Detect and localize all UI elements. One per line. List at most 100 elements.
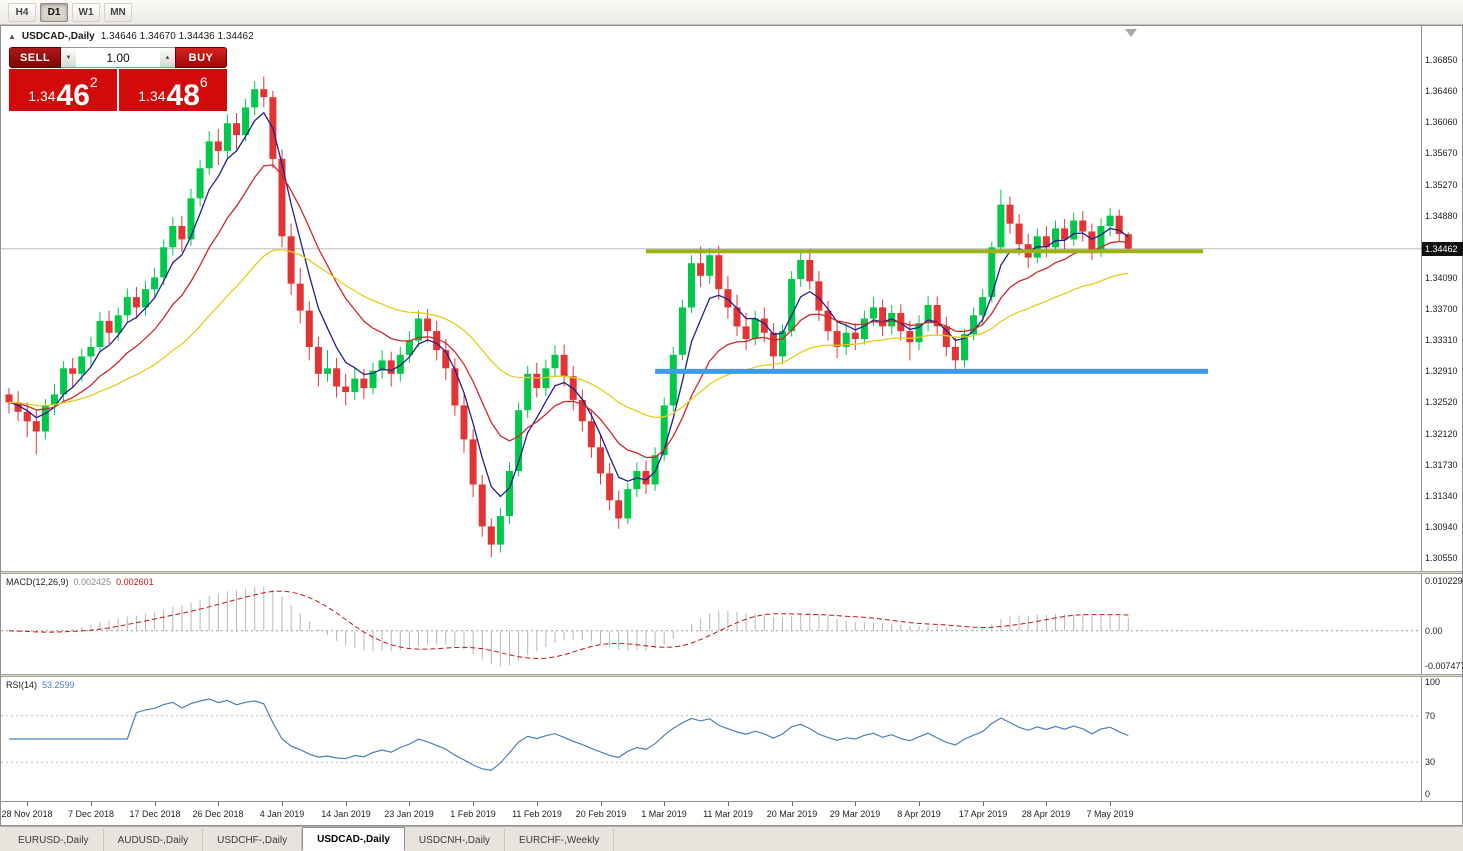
price-axis-label: 1.36850 [1425,55,1458,65]
rsi-panel: RSI(14) 53.2599 [1,677,1421,801]
date-tick [728,802,729,806]
macd-name: MACD(12,26,9) [6,577,69,587]
one-click-collapse-icon[interactable]: ▲ [8,32,16,41]
buy-price-big: 48 [166,78,200,112]
date-axis-label: 17 Apr 2019 [958,809,1008,819]
chart-tab-usdcaddaily[interactable]: USDCAD-,Daily [302,827,405,851]
rsi-axis-label: 0 [1425,789,1431,799]
rsi-value: 53.2599 [42,680,75,690]
date-tick [282,802,283,806]
volume-increase-button[interactable]: ▲ [160,47,175,68]
rsi-name: RSI(14) [6,680,38,690]
macd-axis[interactable]: 0.010229 0.00 -0.007477 [1421,574,1463,674]
date-axis-label: 20 Mar 2019 [766,809,818,819]
main-price-axis[interactable]: 1.36850 1.36460 1.36060 1.35670 1.35270 1.348… [1421,26,1463,571]
chart-window: ▲ USDCAD-,Daily 1.34646 1.34670 1.34436 … [0,25,1463,826]
chart-tab-eurusddaily[interactable]: EURUSD-,Daily [4,829,104,851]
current-price-tag: 1.34462 [1422,242,1463,256]
chart-tabs-bar: EURUSD-,Daily AUDUSD-,Daily USDCHF-,Daily U… [0,826,1463,851]
date-tick [1110,802,1111,806]
chart-title: ▲ USDCAD-,Daily 1.34646 1.34670 1.34436 … [8,31,254,42]
price-axis-label: 1.30550 [1425,553,1458,563]
macd-main-value: 0.002425 [73,577,112,587]
sell-button[interactable]: SELL [9,47,61,68]
chart-tab-usdcnhdaily[interactable]: USDCNH-,Daily [405,829,506,851]
date-tick [473,802,474,806]
timeframe-button-d1[interactable]: D1 [40,2,68,22]
main-chart-area[interactable]: ▲ USDCAD-,Daily 1.34646 1.34670 1.34436 … [1,26,1421,571]
date-tick [346,802,347,806]
sell-price-display[interactable]: 1.34 46 2 [9,69,117,111]
macd-axis-min-label: -0.007477 [1425,661,1463,671]
buy-price-display[interactable]: 1.34 48 6 [119,69,227,111]
price-axis-label: 1.33310 [1425,335,1458,345]
buy-button[interactable]: BUY [175,47,227,68]
price-axis-label: 1.31340 [1425,491,1458,501]
buy-price-base: 1.34 [138,88,166,104]
date-axis-label: 20 Feb 2019 [575,809,627,819]
price-axis-label: 1.36060 [1425,117,1458,127]
chart-tab-eurchfweekly[interactable]: EURCHF-,Weekly [505,829,615,851]
date-axis[interactable]: 28 Nov 2018 7 Dec 2018 17 Dec 2018 26 Dec 2… [1,801,1462,825]
price-axis-label: 1.35270 [1425,180,1458,190]
date-axis-label: 8 Apr 2019 [897,809,941,819]
rsi-axis-label: 70 [1425,711,1436,721]
date-axis-label: 14 Jan 2019 [321,809,371,819]
main-chart-svg [1,26,1421,571]
macd-axis-max-label: 0.010229 [1425,576,1463,586]
date-axis-label: 28 Apr 2019 [1021,809,1071,819]
volume-decrease-button[interactable]: ▼ [61,47,76,68]
macd-svg [1,574,1421,674]
date-tick [218,802,219,806]
macd-signal-value: 0.002601 [116,577,154,587]
price-axis-label: 1.32910 [1425,366,1458,376]
date-axis-label: 11 Feb 2019 [512,809,562,819]
date-tick [91,802,92,806]
panel-separator[interactable] [1,674,1462,677]
macd-panel: MACD(12,26,9) 0.002425 0.002601 [1,574,1421,674]
date-axis-label: 26 Dec 2018 [192,809,244,819]
rsi-axis[interactable]: 100 70 30 0 [1421,677,1462,801]
date-axis-label: 1 Mar 2019 [641,809,687,819]
timeframe-button-mn[interactable]: MN [104,2,132,22]
chart-ohlc-values: 1.34646 1.34670 1.34436 1.34462 [100,31,254,42]
price-axis-label: 1.32120 [1425,429,1458,439]
timeframe-button-w1[interactable]: W1 [72,2,100,22]
date-tick [537,802,538,806]
date-tick [919,802,920,806]
price-axis-label: 1.34880 [1425,211,1458,221]
date-tick [601,802,602,806]
price-axis-label: 1.31730 [1425,460,1458,470]
price-axis-label: 1.36460 [1425,86,1458,96]
chart-tab-audusddaily[interactable]: AUDUSD-,Daily [104,829,204,851]
chart-tab-usdchfdaily[interactable]: USDCHF-,Daily [203,829,303,851]
sell-price-big: 46 [56,78,90,112]
buy-price-sup: 6 [199,74,208,90]
sell-price-base: 1.34 [28,88,56,104]
date-axis-label: 7 May 2019 [1086,809,1134,819]
date-tick [855,802,856,806]
macd-label: MACD(12,26,9) 0.002425 0.002601 [6,577,154,587]
rsi-label: RSI(14) 53.2599 [6,680,75,690]
sell-price-sup: 2 [89,74,98,90]
panel-separator[interactable] [1,571,1462,574]
date-tick [409,802,410,806]
date-axis-label: 1 Feb 2019 [450,809,496,819]
chart-shift-icon [1125,29,1137,37]
date-axis-label: 17 Dec 2018 [129,809,181,819]
rsi-axis-label: 30 [1425,757,1436,767]
rsi-axis-label: 100 [1425,677,1441,687]
date-tick [155,802,156,806]
date-tick [1046,802,1047,806]
date-axis-label: 11 Mar 2019 [703,809,753,819]
price-axis-label: 1.35670 [1425,148,1458,158]
rsi-svg [1,677,1421,801]
chevron-down-icon: ▼ [65,54,72,61]
price-axis-label: 1.32520 [1425,397,1458,407]
volume-input[interactable] [76,47,160,68]
macd-axis-zero-label: 0.00 [1425,626,1443,636]
date-axis-label: 4 Jan 2019 [259,809,305,819]
timeframe-button-h4[interactable]: H4 [8,2,36,22]
